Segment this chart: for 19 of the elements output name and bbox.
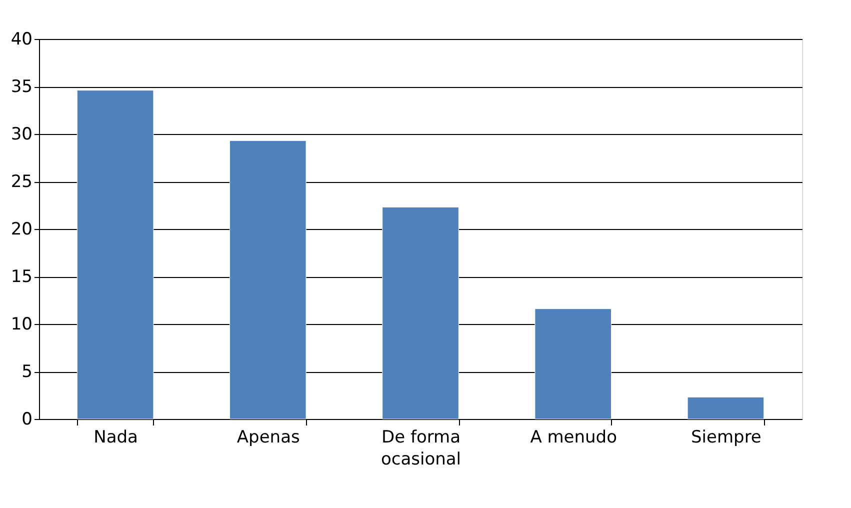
bar bbox=[76, 90, 154, 420]
bar bbox=[534, 308, 612, 420]
bar bbox=[382, 206, 459, 420]
y-tick-label: 40 bbox=[10, 30, 32, 50]
y-tick-label: 5 bbox=[22, 362, 32, 382]
x-tick-label: Apenas bbox=[236, 428, 300, 448]
y-tick-label: 25 bbox=[10, 172, 32, 192]
y-tick-label: 15 bbox=[10, 267, 32, 287]
y-tick-label: 30 bbox=[10, 124, 32, 144]
x-tick-label: Siempre bbox=[690, 428, 762, 448]
y-tick-label: 20 bbox=[10, 220, 32, 240]
x-tick-label: A menudo bbox=[530, 428, 617, 448]
bar bbox=[230, 140, 306, 420]
bar bbox=[687, 396, 764, 420]
y-tick-label: 10 bbox=[10, 314, 32, 334]
y-tick-label: 0 bbox=[22, 410, 32, 430]
y-tick-label: 35 bbox=[10, 77, 32, 97]
x-tick-label: Nada bbox=[94, 428, 138, 448]
x-tick-label: De forma ocasional bbox=[380, 428, 462, 470]
